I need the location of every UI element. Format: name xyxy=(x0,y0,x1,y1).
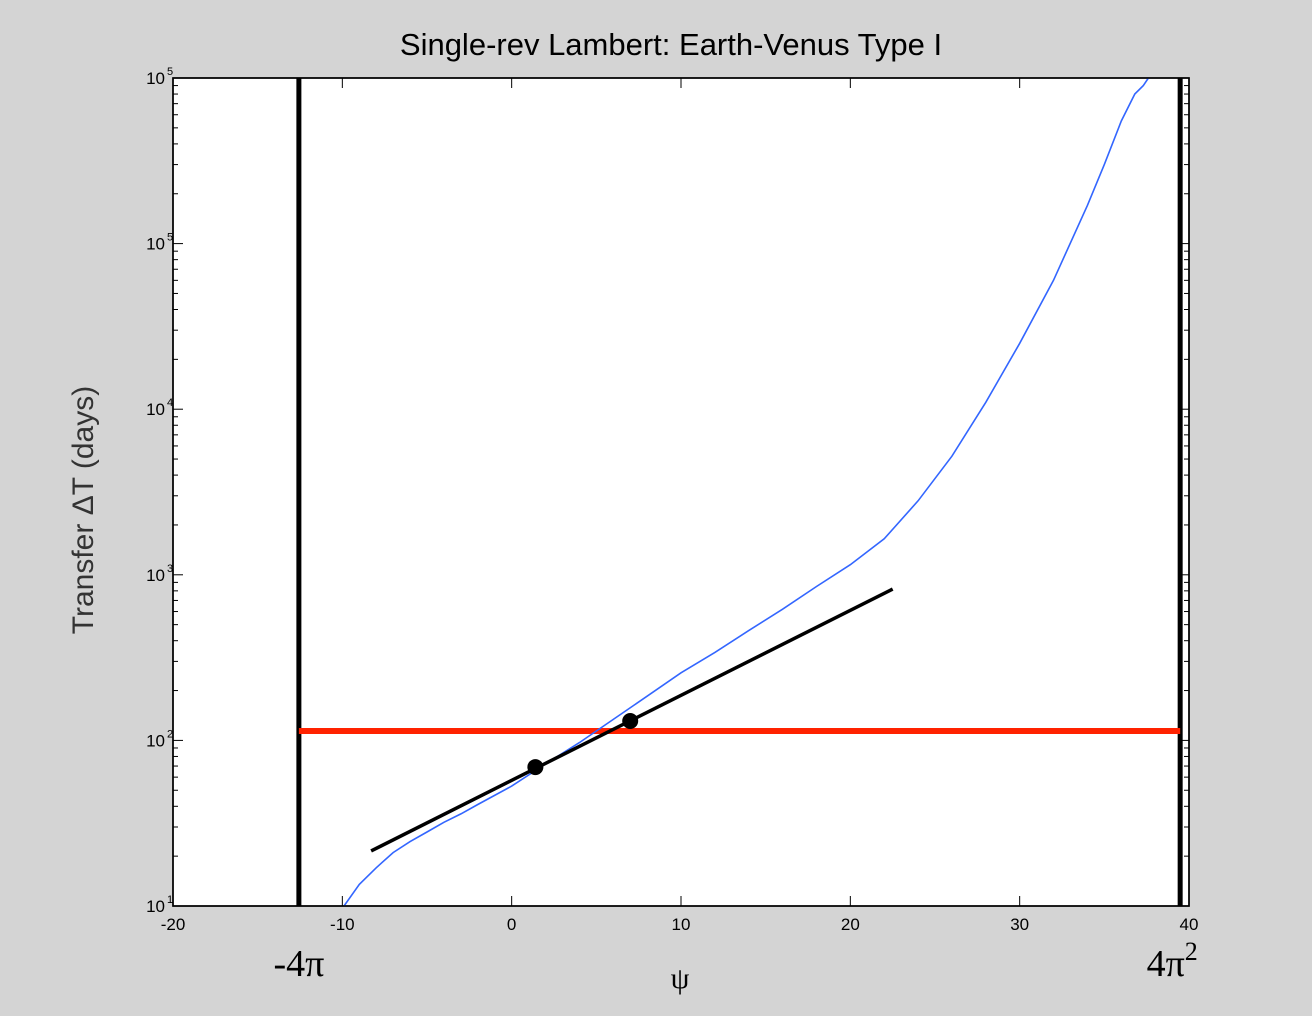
reference-lines xyxy=(296,78,1183,906)
x-tick-label: -10 xyxy=(330,915,355,934)
iteration-point xyxy=(622,712,639,729)
annotations: -4π 4π2 xyxy=(273,937,1197,985)
y-axis-label: Transfer ΔT (days) xyxy=(67,386,100,634)
chart-title: Single-rev Lambert: Earth-Venus Type I xyxy=(400,27,942,62)
y-tick-label: 10 xyxy=(146,897,165,916)
plot-frame xyxy=(172,77,1190,907)
points-layer xyxy=(527,712,639,776)
x-tick-label: 20 xyxy=(841,915,860,934)
y-tick-label-exponent: 4 xyxy=(167,397,173,409)
y-tick-label-exponent: 2 xyxy=(167,728,173,740)
x-tick-label: 40 xyxy=(1180,915,1199,934)
x-tick-label: -20 xyxy=(161,915,186,934)
x-tick-label: 10 xyxy=(672,915,691,934)
y-tick-label: 10 xyxy=(146,566,165,585)
y-tick-label: 10 xyxy=(146,400,165,419)
iteration-point xyxy=(527,759,544,776)
x-tick-label: 30 xyxy=(1010,915,1029,934)
annotation-label: -4π xyxy=(273,943,324,985)
y-tick-label-exponent: 3 xyxy=(167,563,173,575)
x-tick-labels: -20 -10 0 10 20 30 40 xyxy=(161,915,1199,934)
y-tick-label-exponent: 5 xyxy=(167,232,173,244)
x-tick-label: 0 xyxy=(507,915,516,934)
y-tick-label: 10 xyxy=(146,731,165,750)
y-tick-label-exponent: 5 xyxy=(167,66,173,78)
y-tick-label: 10 xyxy=(146,69,165,88)
x-axis-label: ψ xyxy=(671,962,690,995)
series-layer xyxy=(343,77,1150,907)
annotation-label: 4π2 xyxy=(1147,937,1198,985)
y-tick-label-exponent: 1 xyxy=(167,894,173,906)
plot-area xyxy=(172,77,1190,907)
y-tick-label: 10 xyxy=(146,235,165,254)
y-tick-labels: 10 110 210 310 410 510 5 xyxy=(146,66,173,916)
series-line xyxy=(343,77,1150,907)
